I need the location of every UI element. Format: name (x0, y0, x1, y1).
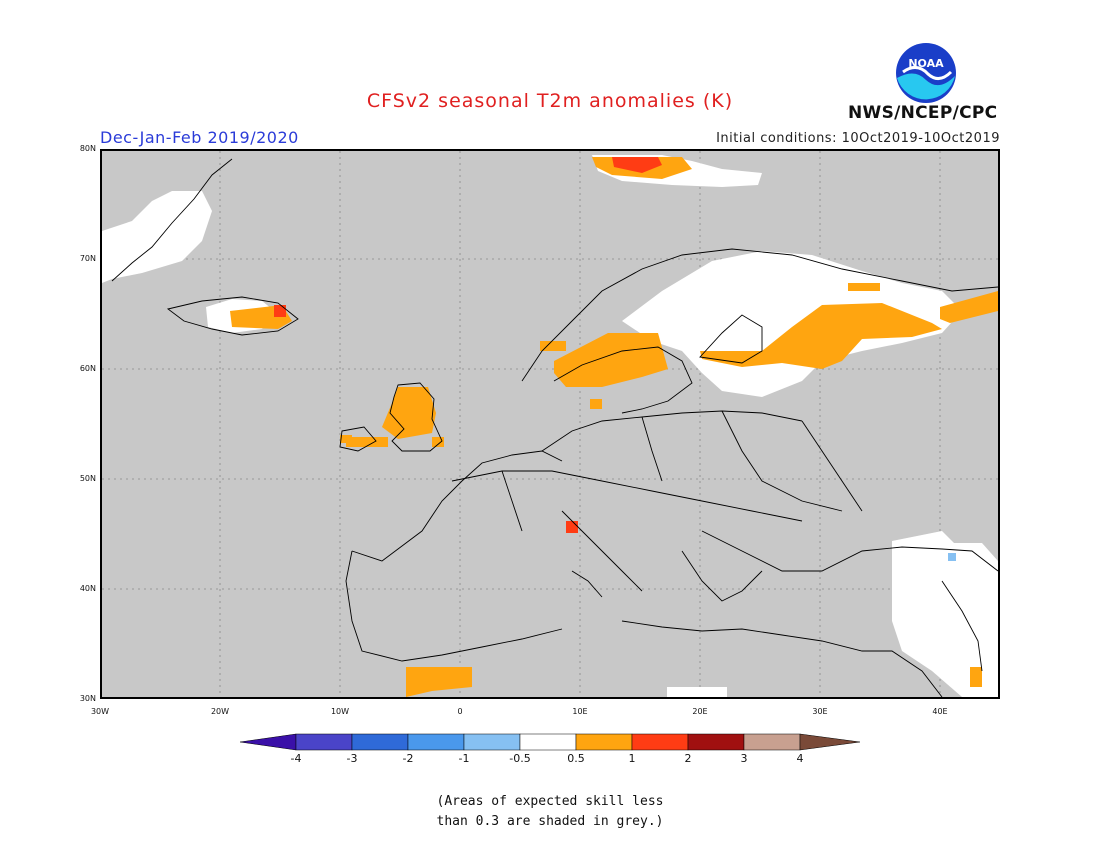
agency-label: NWS/NCEP/CPC (848, 103, 998, 123)
colorbar-segment-minus-3-to-minus-2 (351, 733, 409, 751)
colorbar-segment-2-to-3 (687, 733, 745, 751)
footnote-line-2: than 0.3 are shaded in grey.) (436, 814, 664, 829)
colorbar-label: -0.5 (509, 752, 531, 765)
colorbar-label: -1 (458, 752, 470, 765)
lat-label-60n: 60N (79, 364, 96, 373)
footnote: (Areas of expected skill less than 0.3 a… (0, 792, 1100, 832)
near-normal-regions (102, 155, 998, 697)
lat-label-70n: 70N (79, 254, 96, 263)
noaa-logo: NOAA (895, 42, 957, 104)
coastlines (111, 158, 998, 697)
colorbar-segment-1-to-2 (631, 733, 689, 751)
colorbar-label: -2 (402, 752, 414, 765)
season-label: Dec-Jan-Feb 2019/2020 (100, 128, 299, 147)
lat-label-40n: 40N (79, 584, 96, 593)
colorbar-label: 0.5 (567, 752, 585, 765)
lon-label-20e: 20E (692, 707, 708, 716)
colorbar-segment-0-5-to-1 (575, 733, 633, 751)
footnote-line-1: (Areas of expected skill less (436, 794, 664, 809)
colorbar-segment-minus-2-to-minus-1 (407, 733, 465, 751)
lat-label-30n: 30N (79, 694, 96, 703)
colorbar-swatches (239, 733, 861, 751)
colorbar-segment-minus-4-to-minus-3 (295, 733, 353, 751)
colorbar-segment-3-to-4 (743, 733, 801, 751)
colorbar-label: 4 (796, 752, 804, 765)
cool-anomaly-regions (948, 553, 956, 561)
warm-anomaly-regions (230, 157, 998, 697)
lon-label-40e: 40E (932, 707, 948, 716)
lon-label-30w: 30W (90, 707, 110, 716)
lon-label-10w: 10W (330, 707, 350, 716)
lon-label-30e: 30E (812, 707, 828, 716)
colorbar-segment-below-minus-4 (239, 733, 297, 751)
colorbar-label: 3 (740, 752, 748, 765)
colorbar-segment-minus-1-to-minus-0-5 (463, 733, 521, 751)
graticule (102, 151, 998, 697)
chart-title: CFSv2 seasonal T2m anomalies (K) (366, 90, 734, 112)
lon-label-20w: 20W (210, 707, 230, 716)
anomaly-map (100, 149, 1000, 699)
lat-label-80n: 80N (79, 144, 96, 153)
noaa-logo-text: NOAA (908, 57, 944, 70)
colorbar-segment-minus-0-5-to-0-5 (519, 733, 577, 751)
lat-label-50n: 50N (79, 474, 96, 483)
initial-conditions-label: Initial conditions: 10Oct2019-10Oct2019 (716, 131, 1000, 146)
lon-label-0: 0 (457, 707, 463, 716)
colorbar-label: -3 (346, 752, 358, 765)
colorbar-label: 2 (684, 752, 692, 765)
lon-label-10e: 10E (572, 707, 588, 716)
colorbar-segment-above-4 (799, 733, 861, 751)
colorbar (239, 733, 861, 755)
colorbar-label: -4 (290, 752, 302, 765)
colorbar-label: 1 (628, 752, 636, 765)
